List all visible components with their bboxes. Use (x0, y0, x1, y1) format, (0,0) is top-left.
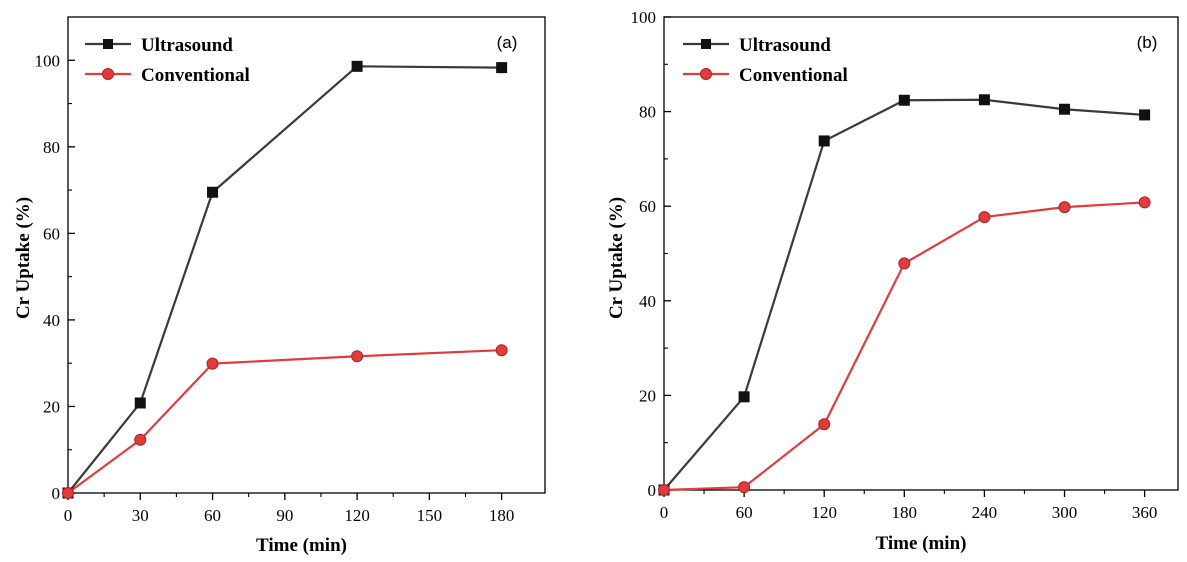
data-point-ultrasound (496, 62, 508, 74)
y-tick-label: 0 (648, 481, 657, 500)
data-point-conventional (206, 357, 219, 370)
data-point-conventional (1058, 201, 1071, 214)
legend-marker-conventional (700, 68, 712, 80)
data-point-ultrasound (898, 94, 910, 106)
data-point-ultrasound (978, 94, 990, 106)
x-tick-label: 30 (132, 506, 149, 525)
x-tick-label: 180 (489, 506, 515, 525)
x-tick-label: 0 (64, 506, 73, 525)
x-tick-label: 60 (736, 503, 753, 522)
x-tick-label: 60 (204, 506, 221, 525)
x-tick-label: 300 (1052, 503, 1078, 522)
y-tick-label: 80 (43, 138, 60, 157)
data-point-ultrasound (134, 397, 146, 409)
data-point-ultrasound (207, 186, 219, 198)
legend-label-ultrasound: Ultrasound (739, 35, 831, 56)
legend-marker-conventional (102, 68, 114, 80)
legend-label-conventional: Conventional (141, 65, 250, 86)
y-tick-label: 40 (43, 311, 60, 330)
data-point-conventional (738, 481, 751, 494)
x-axis-title: Time (min) (876, 533, 967, 554)
series-line-ultrasound (67, 65, 502, 494)
y-tick-label: 60 (639, 197, 656, 216)
x-axis-title: Time (min) (256, 535, 347, 556)
panel-label: (b) (1137, 33, 1158, 52)
data-point-ultrasound (1059, 103, 1071, 115)
y-tick-label: 60 (43, 224, 60, 243)
data-point-conventional (898, 257, 911, 270)
legend-label-ultrasound: Ultrasound (141, 35, 233, 56)
series-line-conventional (663, 201, 1145, 492)
x-tick-label: 120 (811, 503, 837, 522)
legend-marker-ultrasound (701, 39, 711, 49)
x-tick-label: 240 (972, 503, 998, 522)
y-tick-label: 80 (639, 103, 656, 122)
data-point-conventional (134, 433, 147, 446)
y-tick-label: 100 (35, 51, 61, 70)
data-point-conventional (1138, 196, 1151, 209)
x-tick-label: 360 (1132, 503, 1158, 522)
series-line-ultrasound (663, 98, 1145, 491)
legend-label-conventional: Conventional (739, 65, 848, 86)
x-tick-label: 180 (892, 503, 918, 522)
data-point-conventional (495, 344, 508, 357)
panel-label: (a) (497, 33, 518, 52)
y-tick-label: 100 (631, 8, 657, 27)
plot-frame-0 (67, 16, 546, 494)
x-tick-label: 120 (344, 506, 370, 525)
data-point-conventional (62, 487, 74, 499)
data-point-conventional (978, 211, 991, 224)
data-point-ultrasound (351, 60, 363, 72)
data-point-ultrasound (818, 135, 830, 147)
data-point-conventional (658, 484, 670, 496)
y-axis-title: Cr Uptake (%) (606, 197, 627, 319)
y-tick-label: 20 (43, 397, 60, 416)
x-tick-label: 90 (276, 506, 293, 525)
y-tick-label: 20 (639, 386, 656, 405)
data-point-conventional (351, 350, 364, 363)
x-tick-label: 0 (660, 503, 669, 522)
data-point-ultrasound (738, 391, 750, 403)
y-tick-label: 40 (639, 292, 656, 311)
legend-marker-ultrasound (103, 39, 113, 49)
data-point-ultrasound (1139, 109, 1151, 121)
y-tick-label: 0 (52, 484, 61, 503)
data-point-conventional (818, 418, 831, 431)
y-axis-title: Cr Uptake (%) (13, 197, 34, 319)
x-tick-label: 150 (417, 506, 443, 525)
series-line-conventional (67, 349, 502, 494)
